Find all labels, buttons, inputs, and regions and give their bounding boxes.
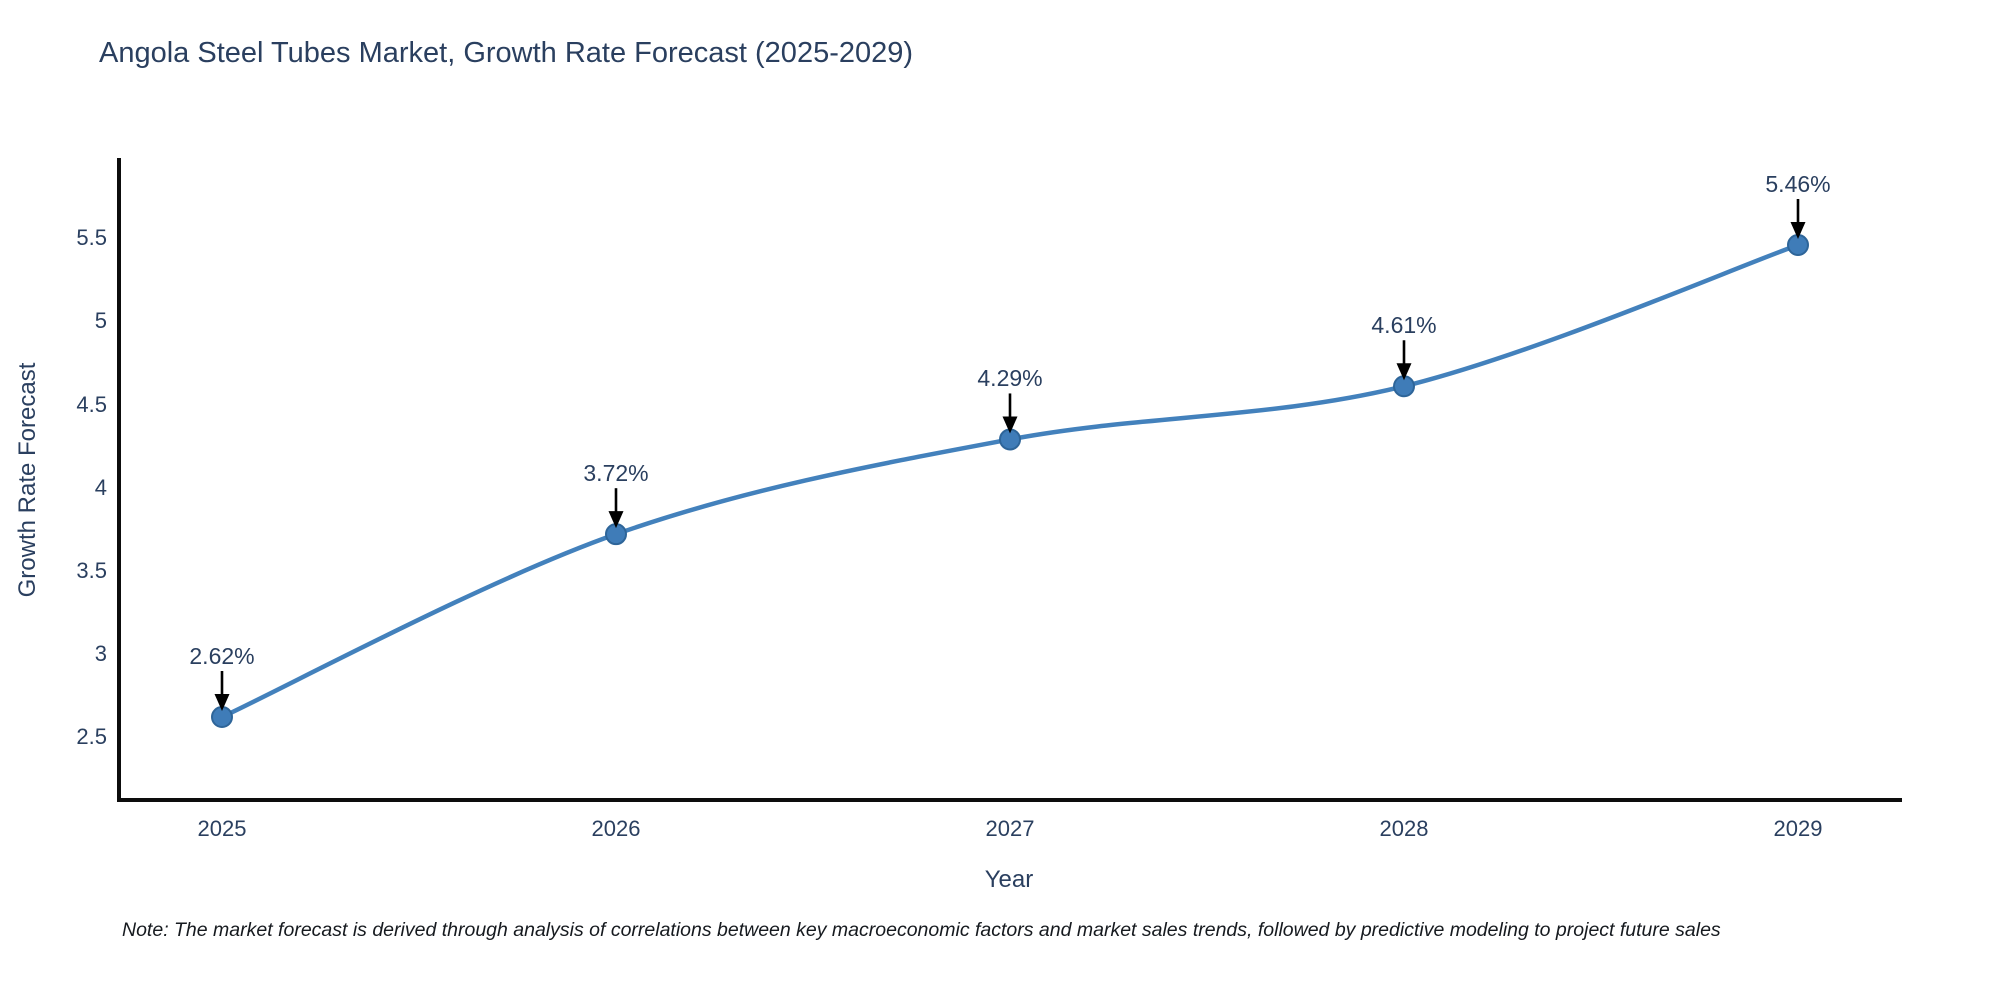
data-point-label: 5.46% — [1765, 170, 1831, 197]
annotation-arrowhead — [608, 511, 624, 529]
annotation-arrowhead — [1790, 221, 1806, 239]
y-tick-label: 5 — [94, 308, 107, 334]
annotation-arrowhead — [1396, 363, 1412, 381]
x-tick-label: 2028 — [1379, 816, 1429, 841]
trend-line — [219, 242, 1801, 720]
footnote: Note: The market forecast is derived thr… — [122, 919, 1721, 941]
annotation-arrowhead — [1002, 416, 1018, 434]
y-tick-label: 3.5 — [76, 557, 107, 583]
x-axis-title: Year — [984, 866, 1034, 893]
y-tick-label: 2.5 — [76, 723, 107, 749]
x-tick-label: 2027 — [985, 816, 1035, 841]
chart-title: Angola Steel Tubes Market, Growth Rate F… — [99, 37, 914, 69]
annotation-arrowhead — [214, 694, 230, 711]
data-point-label: 2.62% — [189, 643, 255, 669]
y-tick-label: 3 — [94, 640, 107, 666]
y-tick-label: 4 — [94, 474, 107, 500]
x-tick-label: 2025 — [197, 816, 247, 841]
y-tick-label: 4.5 — [76, 391, 107, 417]
x-tick-label: 2029 — [1773, 816, 1823, 841]
data-point-label: 4.61% — [1371, 312, 1437, 339]
x-tick-label: 2026 — [591, 816, 641, 841]
data-point-label: 4.29% — [977, 365, 1043, 392]
data-point-label: 3.72% — [583, 460, 649, 487]
y-tick-label: 5.5 — [76, 225, 107, 251]
